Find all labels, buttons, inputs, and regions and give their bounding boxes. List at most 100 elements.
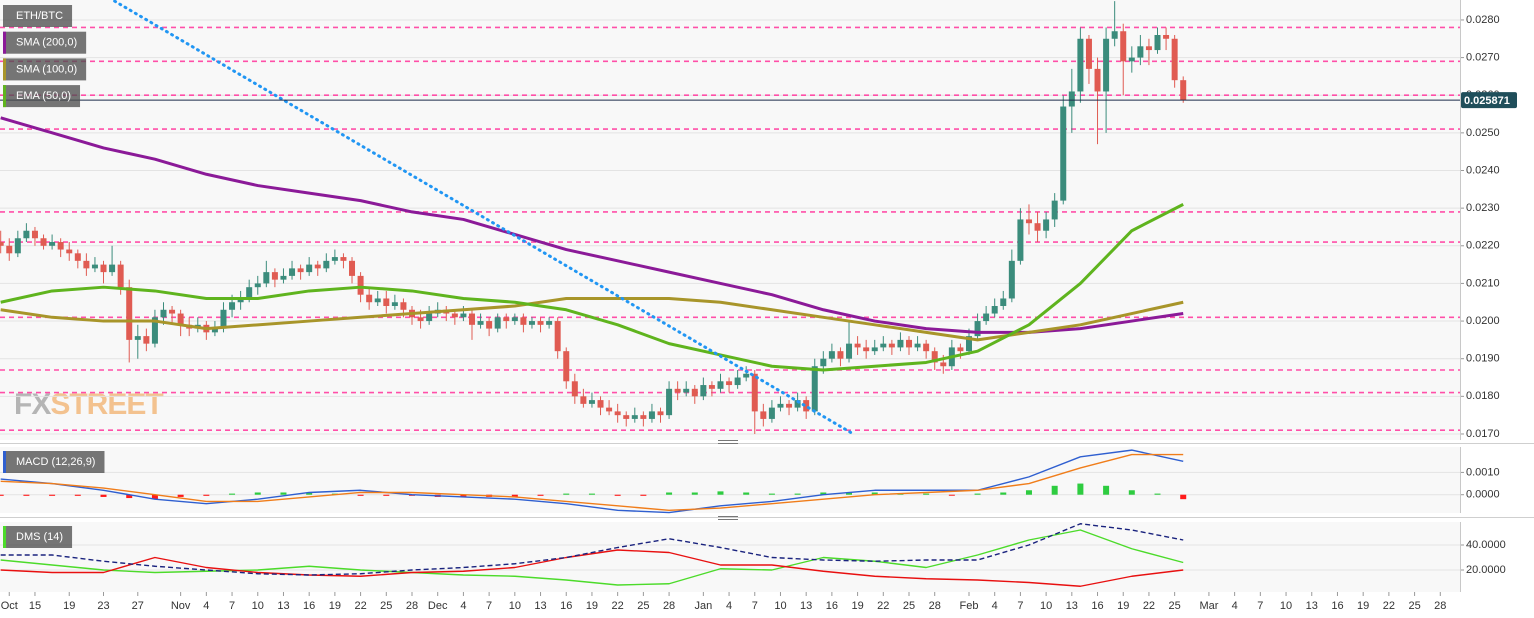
x-tick-label: 28 <box>929 600 941 612</box>
candle-body <box>91 264 98 269</box>
price-panel <box>0 0 1460 440</box>
candle-body <box>614 411 621 416</box>
histogram-bar <box>306 492 313 495</box>
candle-body <box>846 343 853 359</box>
y-tick-label: 0.0000 <box>1466 489 1500 501</box>
histogram-bar <box>1051 485 1058 495</box>
y-tick-label: 0.0220 <box>1466 240 1500 252</box>
histogram-bar <box>511 494 518 497</box>
legend-box <box>3 451 105 473</box>
x-tick-label: 25 <box>1408 600 1420 612</box>
histogram-bar <box>820 492 827 495</box>
x-tick-label: 10 <box>252 600 264 612</box>
candle-body <box>691 388 698 397</box>
candle-body <box>1034 223 1041 231</box>
candle-body <box>991 306 998 314</box>
legend-box <box>3 526 73 548</box>
histogram-bar <box>383 494 390 496</box>
dms-panel <box>0 522 1460 592</box>
indicator-line <box>0 453 1184 512</box>
candle-body <box>820 358 827 367</box>
candle-body <box>708 385 715 389</box>
x-tick-label: Nov <box>171 600 191 612</box>
current-price-tag <box>1461 92 1517 109</box>
x-tick-label: 13 <box>1306 600 1318 612</box>
candle-body <box>648 411 655 419</box>
candle-body <box>940 362 947 367</box>
candle-body <box>143 336 150 344</box>
x-tick-label: 16 <box>826 600 838 612</box>
candle-body <box>349 260 356 276</box>
candle-body <box>546 321 553 325</box>
candle-body <box>289 268 296 276</box>
x-tick-label: 15 <box>29 600 41 612</box>
candle-body <box>31 230 38 239</box>
candle-body <box>726 381 733 386</box>
histogram-bar <box>948 494 955 496</box>
candle-body <box>1051 200 1058 220</box>
x-tick-label: 10 <box>1280 600 1292 612</box>
candle-body <box>23 230 30 239</box>
candle-body <box>906 339 913 348</box>
x-tick-label: Dec <box>428 600 448 612</box>
histogram-bar <box>846 492 853 495</box>
candle-body <box>837 351 844 359</box>
y-tick-label: 0.0230 <box>1466 202 1500 214</box>
candle-body <box>237 298 244 303</box>
histogram-bar <box>768 493 775 495</box>
panel-resize-handle[interactable] <box>718 516 738 520</box>
candle-body <box>828 351 835 359</box>
x-tick-label: 7 <box>229 600 235 612</box>
y-tick-label: 20.0000 <box>1466 564 1506 576</box>
candle-body <box>1154 35 1161 51</box>
candle-body <box>734 377 741 386</box>
candle-body <box>1111 31 1118 39</box>
candle-body <box>383 298 390 307</box>
candle-body <box>974 321 981 337</box>
candle-body <box>74 253 81 261</box>
candle-body <box>520 317 527 325</box>
candle-body <box>246 287 253 299</box>
candle-body <box>477 321 484 325</box>
histogram-bar <box>1154 493 1161 495</box>
candle-body <box>1180 80 1187 101</box>
candle-body <box>683 388 690 393</box>
histogram-bar <box>923 493 930 495</box>
candle-body <box>580 396 587 404</box>
candle-body <box>1000 298 1007 307</box>
candle-body <box>66 249 73 254</box>
y-tick-label: 0.0250 <box>1466 127 1500 139</box>
histogram-bar <box>74 494 81 496</box>
indicator-line <box>0 529 1184 586</box>
candle-body <box>494 317 501 329</box>
candle-body <box>563 351 570 382</box>
candle-body <box>537 321 544 325</box>
legend-swatch <box>3 58 6 81</box>
y-tick-label: 40.0000 <box>1466 539 1506 551</box>
candle-body <box>486 321 493 329</box>
candle-body <box>743 373 750 378</box>
candle-body <box>811 366 818 412</box>
candle-body <box>777 403 784 408</box>
histogram-bar <box>691 492 698 495</box>
legend-swatch <box>3 526 6 548</box>
y-tick-label: 0.0170 <box>1466 428 1500 440</box>
panel-resize-handle[interactable] <box>718 440 738 444</box>
x-tick-label: Mar <box>1199 600 1218 612</box>
candle-body <box>863 347 870 352</box>
candle-body <box>391 302 398 307</box>
candle-body <box>254 283 261 288</box>
legend-label: DMS (14) <box>16 531 63 543</box>
x-tick-label: 7 <box>1017 600 1023 612</box>
candle-body <box>717 381 724 389</box>
histogram-bar <box>280 492 287 495</box>
candle-body <box>803 400 810 412</box>
candle-body <box>229 302 236 310</box>
candle-body <box>426 313 433 322</box>
histogram-bar <box>23 494 30 496</box>
candle-body <box>297 268 304 273</box>
x-tick-label: Feb <box>960 600 979 612</box>
candle-body <box>657 411 664 416</box>
y-tick-label: 0.0270 <box>1466 51 1500 63</box>
